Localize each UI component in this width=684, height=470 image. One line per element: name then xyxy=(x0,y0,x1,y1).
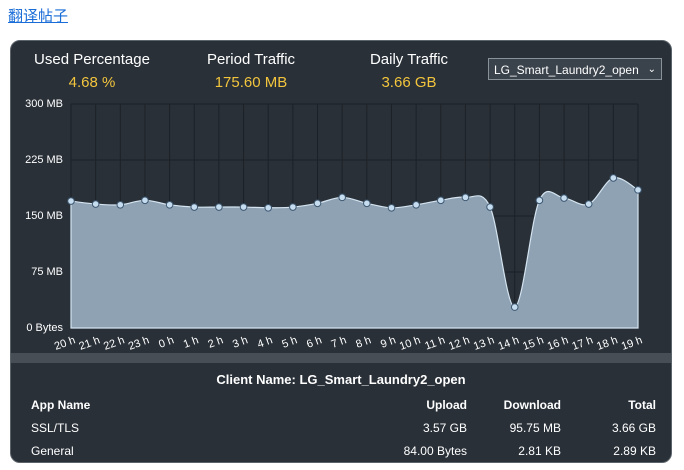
cell: 3.66 GB xyxy=(611,421,656,435)
point xyxy=(609,174,618,182)
x-tick-label: 19 h xyxy=(620,334,644,353)
cell: Upload xyxy=(426,398,467,412)
x-tick-label: 0 h xyxy=(157,334,175,351)
y-tick-label: 0 Bytes xyxy=(26,322,63,334)
point xyxy=(535,196,544,205)
x-tick-label: 6 h xyxy=(305,334,323,351)
point xyxy=(584,200,593,208)
dropdown-text: LG_Smart_Laundry2_open xyxy=(494,63,639,77)
divider xyxy=(11,353,671,363)
x-tick-label: 13 h xyxy=(472,334,496,353)
x-tick-label: 8 h xyxy=(354,334,372,351)
client-dropdown[interactable]: LG_Smart_Laundry2_open ⌄ xyxy=(488,58,662,80)
area xyxy=(70,177,639,329)
x-tick-label: 5 h xyxy=(280,334,298,351)
cell: App Name xyxy=(31,398,91,412)
y-tick-label: 225 MB xyxy=(25,154,63,166)
point xyxy=(387,203,396,212)
stat-label: Used Percentage xyxy=(34,51,150,68)
point xyxy=(264,203,273,212)
x-tick-label: 17 h xyxy=(570,334,594,353)
x-tick-label: 20 h xyxy=(53,334,77,353)
x-tick-label: 4 h xyxy=(256,334,274,351)
point xyxy=(91,200,100,208)
translate-link[interactable]: 翻译帖子 xyxy=(8,8,69,25)
point xyxy=(634,186,642,194)
stat-label: Daily Traffic xyxy=(369,51,449,68)
cell: 95.75 MB xyxy=(509,421,561,435)
table-row: SSL/TLS 3.57 GB 95.75 MB 3.66 GB xyxy=(11,416,671,439)
traffic-panel: Used Percentage 4.68 % Period Traffic 175.… xyxy=(10,40,672,463)
header-row: App Name Upload Download Total xyxy=(11,393,671,416)
cell: 2.81 KB xyxy=(518,444,561,458)
x-tick-label: 11 h xyxy=(423,334,446,352)
x-tick-label: 15 h xyxy=(521,334,545,353)
cell: General xyxy=(31,444,74,458)
cell: 2.89 KB xyxy=(613,444,656,458)
stat-label: Period Traffic xyxy=(206,51,296,68)
dropdown-arrow: ⌄ xyxy=(647,64,656,75)
table-row: General 84.00 Bytes 2.81 KB 2.89 KB xyxy=(11,439,671,462)
stat: Used Percentage 4.68 % xyxy=(12,51,172,91)
cell: Total xyxy=(628,398,656,412)
point xyxy=(116,201,125,209)
point xyxy=(363,199,371,208)
chart: 0 Bytes 75 MB 150 MB 225 MB 300 MB 20 h 21 h 22… xyxy=(25,98,644,353)
x-tick-label: 16 h xyxy=(546,334,570,353)
point xyxy=(215,203,223,211)
x-tick-label: 23 h xyxy=(127,334,151,353)
point xyxy=(313,199,322,208)
cell: Download xyxy=(503,398,561,412)
point xyxy=(486,203,494,211)
y-tick-label: 150 MB xyxy=(25,210,63,222)
point xyxy=(141,196,149,205)
point xyxy=(510,303,519,311)
x-tick-label: 2 h xyxy=(206,334,224,351)
x-tick-label: 10 h xyxy=(398,334,422,353)
x-tick-label: 21 h xyxy=(77,334,101,353)
point xyxy=(190,203,199,211)
point xyxy=(67,197,75,205)
cell: 84.00 Bytes xyxy=(403,444,467,458)
point xyxy=(338,193,346,202)
x-tick-label: 12 h xyxy=(447,334,471,353)
x-tick-label: 14 h xyxy=(497,334,521,353)
cell: SSL/TLS xyxy=(31,421,80,435)
point xyxy=(165,201,174,209)
table-title: Client Name: LG_Smart_Laundry2_open xyxy=(216,372,466,387)
point xyxy=(436,196,445,205)
point xyxy=(412,201,420,209)
x-tick-label: 3 h xyxy=(231,334,249,351)
stat: Period Traffic 175.60 MB xyxy=(171,51,331,91)
point xyxy=(560,194,568,202)
table-body: App Name Upload Download Total SSL/TLS 3.57 G… xyxy=(11,393,671,462)
cell: 3.57 GB xyxy=(422,421,467,435)
point xyxy=(461,193,470,202)
x-tick-label: 7 h xyxy=(330,334,348,351)
app-table: Client Name: LG_Smart_Laundry2_open App … xyxy=(11,363,671,462)
stat-value: 175.60 MB xyxy=(214,74,288,91)
x-tick-label: 9 h xyxy=(379,334,397,351)
x-tick-label: 1 h xyxy=(182,334,200,351)
point xyxy=(239,203,248,211)
y-tick-label: 300 MB xyxy=(25,98,63,110)
x-tick-label: 18 h xyxy=(595,334,619,353)
point xyxy=(289,203,297,211)
y-tick-label: 75 MB xyxy=(31,266,63,278)
stat-value: 4.68 % xyxy=(68,74,116,91)
stat-value: 3.66 GB xyxy=(381,74,437,91)
stat: Daily Traffic 3.66 GB xyxy=(329,51,489,91)
x-tick-label: 22 h xyxy=(102,334,126,353)
